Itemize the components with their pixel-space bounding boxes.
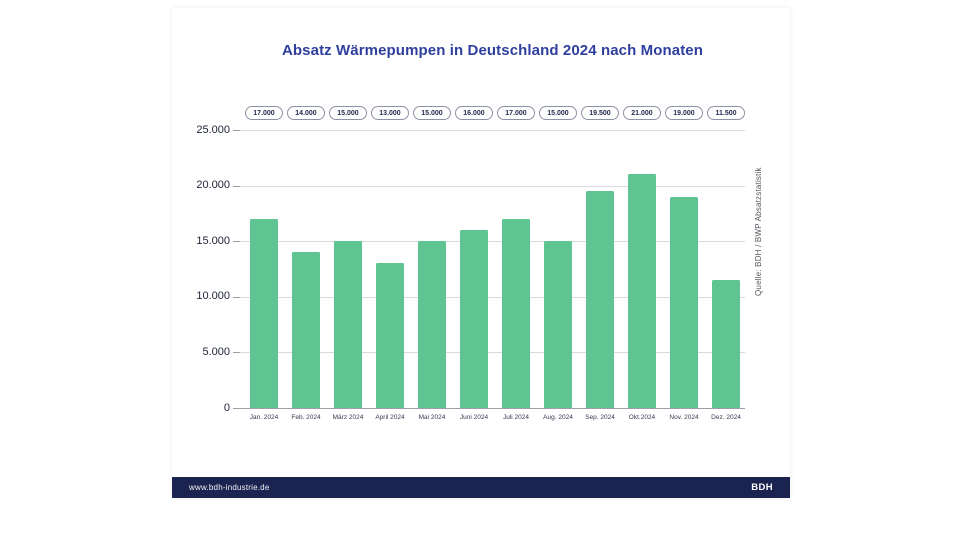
x-axis-label: Sep. 2024 [585,414,615,421]
gridline [240,296,745,298]
bar-Sep. 2024 [586,191,614,408]
plot-area: 0 5.000 10.000 15.000 20.000 25.000 Jan. 2024 1… [196,106,745,421]
value-label-pill: 14.000 [287,106,325,120]
y-axis-tick [233,352,240,354]
value-label-pill: 13.000 [371,106,409,120]
y-axis-tick [233,130,240,131]
x-axis-label: März 2024 [332,414,364,421]
x-axis-label: Juni 2024 [459,414,489,421]
x-axis-label: Aug. 2024 [543,414,573,421]
value-label-pill: 15.000 [413,106,451,120]
value-label-pill: 15.000 [539,106,577,120]
value-label-pill: 21.000 [623,106,661,120]
chart-title: Absatz Wärmepumpen in Deutschland 2024 n… [281,42,703,59]
bar-Juli 2024 [502,218,530,408]
y-axis-label: 0 [223,401,230,414]
bar-Feb. 2024 [292,252,320,408]
bar-Dez. 2024 [712,280,740,408]
value-label-pill: 16.000 [455,106,493,120]
y-axis-tick [233,296,240,298]
bar-Okt.2024 [628,174,656,408]
value-label-pill: 15.000 [329,106,367,120]
bar-Jan. 2024 [250,218,278,408]
x-axis-line [240,408,745,409]
y-axis-label: 25.000 [196,123,230,136]
value-label-pill: 17.000 [497,106,535,120]
gridline [240,241,745,243]
bar-Nov. 2024 [670,196,698,408]
x-axis-label: April 2024 [375,414,405,421]
y-axis-tick [233,408,240,409]
value-label-pill: 19.000 [665,106,703,120]
x-axis-label: Dez. 2024 [711,414,741,421]
value-label-pill: 11.500 [707,106,745,120]
gridline [240,352,745,354]
bar-Aug. 2024 [544,241,572,408]
y-axis-label: 20.000 [196,179,230,192]
bar-April 2024 [376,263,404,408]
gridline [240,130,745,131]
x-axis-label: Feb. 2024 [291,414,321,421]
y-axis-tick [233,241,240,243]
value-label-pill: 17.000 [245,106,283,120]
x-axis-label: Nov. 2024 [669,414,699,421]
x-axis-label: Mai 2024 [418,414,446,421]
value-label-pill: 19.500 [581,106,619,120]
bar-März 2024 [334,241,362,408]
infographic-card: Absatz Wärmepumpen in Deutschland 2024 n… [172,8,790,498]
footer-logo: BDH [751,482,773,493]
footer-bar: www.bdh-industrie.de BDH [172,477,790,498]
y-axis-label: 15.000 [196,234,230,247]
x-axis-label: Juli 2024 [502,414,530,421]
y-axis-label: 10.000 [196,290,230,303]
bar-Juni 2024 [460,230,488,408]
bar-Mai 2024 [418,241,446,408]
x-axis-label: Okt.2024 [628,414,656,421]
y-axis-tick [233,185,240,187]
y-axis-label: 5.000 [202,345,230,358]
source-note: Quelle: BDH / BWP Absatzstatistik [754,167,763,296]
footer-url: www.bdh-industrie.de [189,483,270,492]
x-axis-label: Jan. 2024 [249,414,279,421]
gridline [240,185,745,187]
